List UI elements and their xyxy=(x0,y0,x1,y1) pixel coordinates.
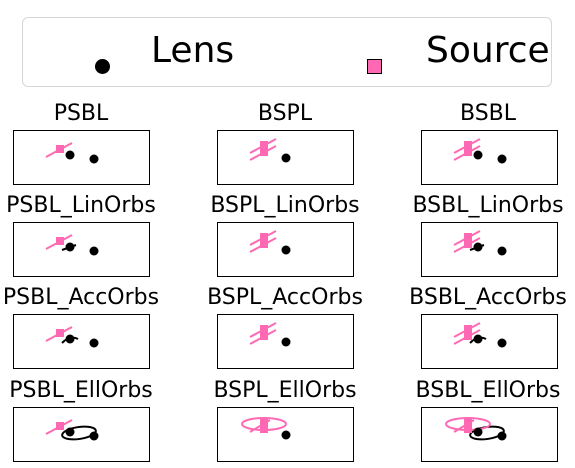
lens-marker xyxy=(281,337,291,347)
panel-bspl-accorbs xyxy=(217,314,354,369)
source-marker xyxy=(260,148,268,156)
source-marker xyxy=(464,141,472,149)
panel-psbl-accorbs xyxy=(13,314,150,369)
source-marker-icon xyxy=(367,59,382,74)
panel-bspl-linorbs xyxy=(217,222,354,277)
panel-title: PSBL_AccOrbs xyxy=(2,285,160,310)
lens-marker xyxy=(281,245,291,255)
legend-source-label: Source xyxy=(426,30,550,71)
source-marker xyxy=(464,325,472,333)
panel-bsbl-accorbs xyxy=(421,314,558,369)
lens-marker xyxy=(497,154,507,164)
lens-marker xyxy=(281,153,291,163)
lens-marker-icon xyxy=(95,59,110,74)
source-marker xyxy=(260,332,268,340)
trajectory-diagram xyxy=(249,322,291,347)
lens-marker xyxy=(497,431,507,441)
legend: Lens Source xyxy=(22,17,552,87)
panel-title: PSBL_LinOrbs xyxy=(6,193,156,218)
trajectory-diagram xyxy=(453,230,507,256)
panel-title: BSBL xyxy=(459,101,517,126)
lens-marker xyxy=(89,431,99,441)
source-marker xyxy=(464,240,472,248)
trajectory-diagram xyxy=(45,326,99,348)
source-marker xyxy=(464,233,472,241)
panel-bsbl-ellorbs xyxy=(421,407,558,462)
lens-marker xyxy=(473,427,483,437)
lens-marker xyxy=(65,150,75,160)
lens-marker xyxy=(89,154,99,164)
panel-title: BSBL_EllOrbs xyxy=(415,378,561,403)
source-marker xyxy=(464,332,472,340)
source-marker xyxy=(56,145,64,153)
source-marker xyxy=(260,325,268,333)
trajectory-diagram xyxy=(45,419,99,441)
lens-marker xyxy=(497,246,507,256)
source-marker xyxy=(464,425,472,433)
panel-title: BSPL_LinOrbs xyxy=(210,193,360,218)
panel-title: BSPL_AccOrbs xyxy=(207,285,363,310)
panel-bsbl xyxy=(421,130,558,185)
panel-psbl xyxy=(13,130,150,185)
trajectory-diagram xyxy=(453,322,507,348)
panel-title: PSBL_EllOrbs xyxy=(9,378,153,403)
panel-bspl-ellorbs xyxy=(217,407,354,462)
trajectory-diagram xyxy=(241,417,291,440)
source-marker xyxy=(464,418,472,426)
trajectory-diagram xyxy=(45,142,99,164)
lens-marker xyxy=(497,338,507,348)
legend-lens-label: Lens xyxy=(151,30,235,71)
lens-marker xyxy=(281,430,291,440)
panel-title: BSPL_EllOrbs xyxy=(213,378,357,403)
source-marker xyxy=(260,425,268,433)
trajectory-diagram xyxy=(453,138,507,164)
source-marker xyxy=(56,329,64,337)
panel-psbl-linorbs xyxy=(13,222,150,277)
source-marker xyxy=(260,141,268,149)
source-marker xyxy=(260,240,268,248)
lens-marker xyxy=(89,338,99,348)
trajectory-diagram xyxy=(45,234,99,256)
lens-marker xyxy=(473,242,483,252)
lens-marker xyxy=(473,334,483,344)
trajectory-diagram xyxy=(249,138,291,163)
trajectory-diagram xyxy=(249,230,291,255)
lens-marker xyxy=(65,334,75,344)
source-marker xyxy=(260,418,268,426)
lens-marker xyxy=(65,242,75,252)
source-marker xyxy=(56,422,64,430)
lens-marker xyxy=(473,150,483,160)
lens-orbit-ellipse xyxy=(61,425,97,441)
panel-title: BSBL_LinOrbs xyxy=(412,193,564,218)
source-marker xyxy=(260,233,268,241)
panel-title: PSBL xyxy=(53,101,109,126)
panel-psbl-ellorbs xyxy=(13,407,150,462)
lens-marker xyxy=(65,427,75,437)
source-marker xyxy=(56,237,64,245)
source-marker xyxy=(464,148,472,156)
trajectory-diagram xyxy=(445,417,507,441)
panel-title: BSPL xyxy=(257,101,313,126)
panel-title: BSBL_AccOrbs xyxy=(409,285,567,310)
panel-bspl xyxy=(217,130,354,185)
lens-marker xyxy=(89,246,99,256)
panel-bsbl-linorbs xyxy=(421,222,558,277)
